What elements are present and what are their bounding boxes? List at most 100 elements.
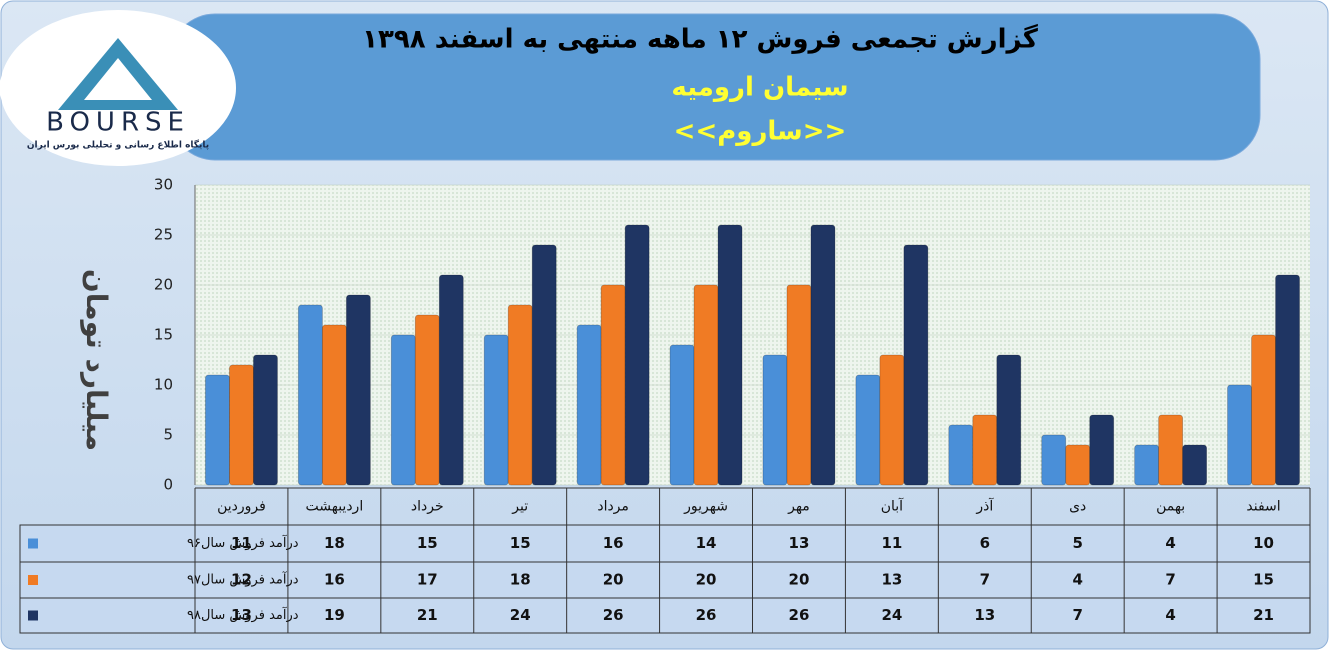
table-value: 11: [231, 534, 252, 552]
bar: [390, 334, 416, 486]
bar: [1134, 444, 1160, 486]
bar: [600, 284, 626, 486]
bar: [1251, 334, 1276, 486]
table-value: 7: [980, 571, 990, 589]
bar: [483, 334, 509, 486]
table-value: 13: [881, 571, 902, 589]
table-value: 21: [417, 606, 438, 624]
x-tick-label: خرداد: [411, 499, 444, 515]
bar: [1275, 274, 1300, 486]
table-value: 18: [324, 534, 345, 552]
table-value: 13: [231, 606, 252, 624]
x-tick-label: فروردین: [217, 499, 266, 515]
bar: [205, 374, 230, 486]
logo-shape: [84, 58, 152, 100]
table-value: 26: [603, 606, 624, 624]
table-value: 13: [974, 606, 995, 624]
table-value: 20: [789, 571, 810, 589]
x-tick-label: تیر: [511, 499, 528, 515]
table-value: 19: [324, 606, 345, 624]
bar: [438, 274, 464, 486]
table-value: 17: [417, 571, 438, 589]
bar: [345, 294, 371, 486]
table-value: 11: [881, 534, 902, 552]
legend-label: درآمد فروش سال۹۷: [187, 571, 299, 588]
bar: [1158, 414, 1184, 486]
bar: [762, 354, 788, 486]
bar: [855, 374, 881, 486]
y-tick-label: 30: [154, 176, 173, 194]
legend-swatch: [28, 610, 38, 621]
table-value: 7: [1165, 571, 1175, 589]
table-value: 26: [696, 606, 717, 624]
table-value: 5: [1072, 534, 1082, 552]
logo-tagline: پایگاه اطلاع رسانی و تحلیلی بورس ایران: [27, 139, 209, 151]
bar: [253, 354, 278, 486]
bar: [972, 414, 998, 486]
x-tick-label: اسفند: [1246, 499, 1280, 515]
logo-name: BOURSE: [46, 108, 190, 138]
x-tick-label: اردیبهشت: [306, 499, 364, 515]
table-value: 16: [324, 571, 345, 589]
table-value: 24: [881, 606, 902, 624]
y-tick-label: 25: [154, 226, 173, 244]
bar: [321, 324, 347, 486]
table-value: 21: [1253, 606, 1274, 624]
table-value: 15: [1253, 571, 1274, 589]
x-tick-label: بهمن: [1156, 499, 1185, 515]
y-axis-label: میلیارد تومان: [80, 269, 113, 451]
x-tick-label: مرداد: [597, 499, 629, 515]
table-value: 16: [603, 534, 624, 552]
table-value: 26: [789, 606, 810, 624]
table-value: 4: [1165, 606, 1175, 624]
table-value: 7: [1072, 606, 1082, 624]
table-value: 4: [1165, 534, 1175, 552]
y-tick-label: 20: [154, 276, 173, 294]
table-value: 10: [1253, 534, 1274, 552]
bar: [624, 224, 650, 486]
table-value: 4: [1072, 571, 1082, 589]
legend-swatch: [28, 575, 38, 585]
chart-subtitle: سیمان ارومیه: [671, 73, 848, 103]
bar: [786, 284, 812, 486]
chart-title: گزارش تجمعی فروش ۱۲ ماهه منتهی به اسفند …: [362, 24, 1039, 55]
chart-subtitle: <<ساروم>>: [674, 117, 847, 147]
bar: [414, 314, 440, 486]
bar: [903, 244, 929, 486]
y-tick-label: 5: [163, 426, 173, 444]
bar: [1089, 414, 1115, 486]
bar: [693, 284, 719, 486]
bar: [879, 354, 905, 486]
table-value: 15: [417, 534, 438, 552]
x-tick-label: شهریور: [683, 499, 728, 515]
table-value: 20: [603, 571, 624, 589]
table-value: 18: [510, 571, 531, 589]
bar: [1182, 444, 1208, 486]
x-tick-label: مهر: [787, 499, 810, 515]
bar: [576, 324, 602, 486]
bar: [996, 354, 1022, 486]
bar: [531, 244, 557, 486]
table-value: 14: [696, 534, 717, 552]
table-value: 13: [789, 534, 810, 552]
table-value: 24: [510, 606, 531, 624]
bar: [297, 304, 323, 486]
bar: [1041, 434, 1067, 486]
legend-label: درآمد فروش سال۹۶: [187, 534, 299, 551]
bar: [669, 344, 695, 486]
bar: [948, 424, 974, 486]
x-tick-label: دی: [1069, 499, 1086, 515]
table-value: 20: [696, 571, 717, 589]
x-tick-label: آذر: [975, 498, 994, 515]
bar: [507, 304, 533, 486]
table-value: 15: [510, 534, 531, 552]
y-tick-label: 0: [163, 476, 173, 494]
bar: [1227, 384, 1252, 486]
bar: [1065, 444, 1091, 486]
y-tick-label: 15: [154, 326, 173, 344]
table-value: 6: [980, 534, 990, 552]
x-tick-label: آبان: [881, 498, 904, 515]
bar: [229, 364, 254, 486]
bar: [717, 224, 743, 486]
